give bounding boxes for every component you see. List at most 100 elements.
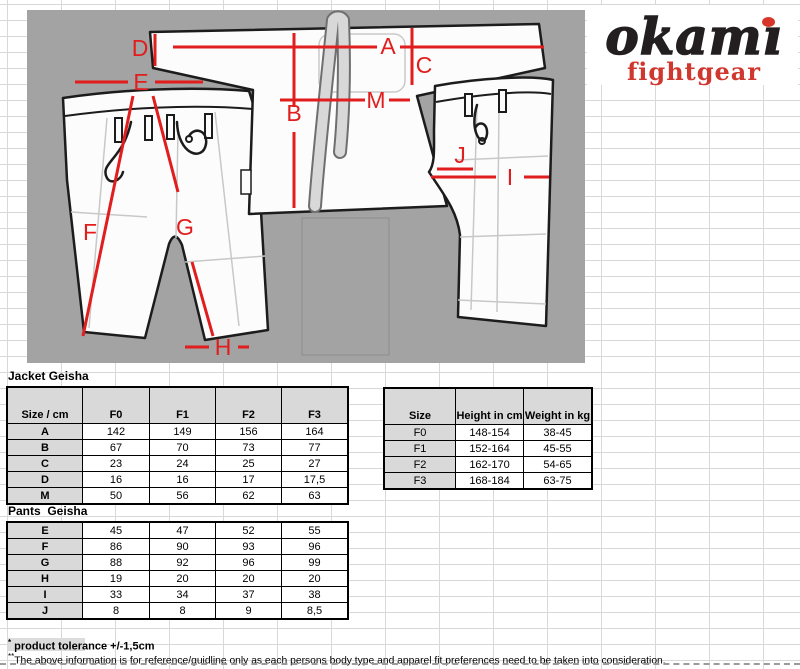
cell: 52 xyxy=(215,521,282,539)
table-row: B 67 70 73 77 xyxy=(6,439,349,456)
cell: 20 xyxy=(149,570,216,587)
footnote-tolerance-text: product tolerance +/-1,5cm xyxy=(11,640,155,653)
cell: 38-45 xyxy=(523,424,593,441)
row-label: M xyxy=(6,487,83,505)
measure-label-h: H xyxy=(215,334,232,360)
cell: 20 xyxy=(215,570,282,587)
row-label: I xyxy=(6,586,83,603)
cell: 67 xyxy=(82,439,150,456)
table-row: M 50 56 62 63 xyxy=(6,487,349,505)
header-cell: F2 xyxy=(215,386,282,424)
cell: 38 xyxy=(281,586,349,603)
cell: 156 xyxy=(215,423,282,440)
cell: 148-154 xyxy=(455,424,524,441)
collar-lapel xyxy=(308,10,351,213)
row-label: A xyxy=(6,423,83,440)
measure-label-d: D xyxy=(132,35,149,61)
footnote-tolerance: * product tolerance +/-1,5cm xyxy=(8,636,154,654)
measure-line-g xyxy=(151,95,215,337)
row-label: J xyxy=(6,602,83,620)
cell: 142 xyxy=(82,423,150,440)
cell: 23 xyxy=(82,455,150,472)
measure-label-i: I xyxy=(507,164,513,190)
table-row: A 142 149 156 164 xyxy=(6,423,349,440)
cell: 63-75 xyxy=(523,472,593,490)
cell: 86 xyxy=(82,538,150,555)
table-row: I 33 34 37 38 xyxy=(6,586,349,603)
measure-label-m: M xyxy=(366,87,385,113)
cell: 9 xyxy=(215,602,282,620)
cell: 20 xyxy=(281,570,349,587)
footnote-marker: * xyxy=(8,638,12,647)
jacket-size-table: Size / cm F0 F1 F2 F3 A 142 149 156 164 … xyxy=(6,386,349,505)
cell: 73 xyxy=(215,439,282,456)
measure-line-f xyxy=(81,95,135,337)
header-cell: F0 xyxy=(82,386,150,424)
footnote-marker: ** xyxy=(8,652,15,661)
page-break-dashed-line xyxy=(0,663,800,665)
pants-table-title: Pants Geisha xyxy=(8,504,88,518)
pants-front-view xyxy=(61,87,270,342)
row-label: F xyxy=(6,538,83,555)
row-label: H xyxy=(6,570,83,587)
cell: 90 xyxy=(149,538,216,555)
row-label: E xyxy=(6,521,83,539)
measurement-lines xyxy=(75,28,549,349)
table-row: H 19 20 20 20 xyxy=(6,570,349,587)
brand-logo-i-dot xyxy=(762,17,775,27)
cell: 63 xyxy=(281,487,349,505)
table-row: E 45 47 52 55 xyxy=(6,521,349,539)
table-row: F1 152-164 45-55 xyxy=(383,440,593,457)
measure-label-a: A xyxy=(380,33,396,59)
cell: 164 xyxy=(281,423,349,440)
cell: 96 xyxy=(215,554,282,571)
cell: 17 xyxy=(215,471,282,488)
footnote-disclaimer-text: The above information is for reference/g… xyxy=(14,655,666,667)
table-header-row: Size Height in cm Weight in kg xyxy=(383,387,593,425)
jacket-front-view xyxy=(148,10,547,216)
cell: 45 xyxy=(82,521,150,539)
row-label: F3 xyxy=(383,472,456,490)
cell: 55 xyxy=(281,521,349,539)
cell: 162-170 xyxy=(455,456,524,473)
table-row: G 88 92 96 99 xyxy=(6,554,349,571)
measure-label-c: C xyxy=(416,52,433,78)
cell: 24 xyxy=(149,455,216,472)
gi-measurement-diagram: A B C D E F G H I J M xyxy=(61,10,555,360)
header-cell: Weight in kg xyxy=(523,387,593,425)
jacket-table-title: Jacket Geisha xyxy=(8,369,89,383)
table-row: F3 168-184 63-75 xyxy=(383,472,593,490)
cell: 25 xyxy=(215,455,282,472)
header-cell: Size xyxy=(383,387,456,425)
measure-label-e: E xyxy=(133,69,148,95)
height-weight-table: Size Height in cm Weight in kg F0 148-15… xyxy=(383,387,593,490)
row-label: C xyxy=(6,455,83,472)
cell: 8 xyxy=(82,602,150,620)
cell: 27 xyxy=(281,455,349,472)
measure-label-f: F xyxy=(83,219,97,245)
measure-label-j: J xyxy=(454,142,466,168)
cell: 56 xyxy=(149,487,216,505)
cell: 17,5 xyxy=(281,471,349,488)
cell: 96 xyxy=(281,538,349,555)
cell: 33 xyxy=(82,586,150,603)
cell: 77 xyxy=(281,439,349,456)
cell: 37 xyxy=(215,586,282,603)
cell: 54-65 xyxy=(523,456,593,473)
table-row: F 86 90 93 96 xyxy=(6,538,349,555)
table-row: D 16 16 17 17,5 xyxy=(6,471,349,488)
row-label: D xyxy=(6,471,83,488)
pants-side-view xyxy=(427,76,555,328)
faint-rectangle xyxy=(301,217,390,356)
measurement-diagram-panel: A B C D E F G H I J M xyxy=(27,10,585,363)
measurement-labels: A B C D E F G H I J M xyxy=(83,33,513,360)
cell: 62 xyxy=(215,487,282,505)
measure-label-b: B xyxy=(286,100,301,126)
header-cell: F3 xyxy=(281,386,349,424)
table-row: J 8 8 9 8,5 xyxy=(6,602,349,620)
cell: 47 xyxy=(149,521,216,539)
cell: 149 xyxy=(149,423,216,440)
cell: 16 xyxy=(149,471,216,488)
pants-size-table: E 45 47 52 55 F 86 90 93 96 G 88 92 96 9… xyxy=(6,521,349,620)
